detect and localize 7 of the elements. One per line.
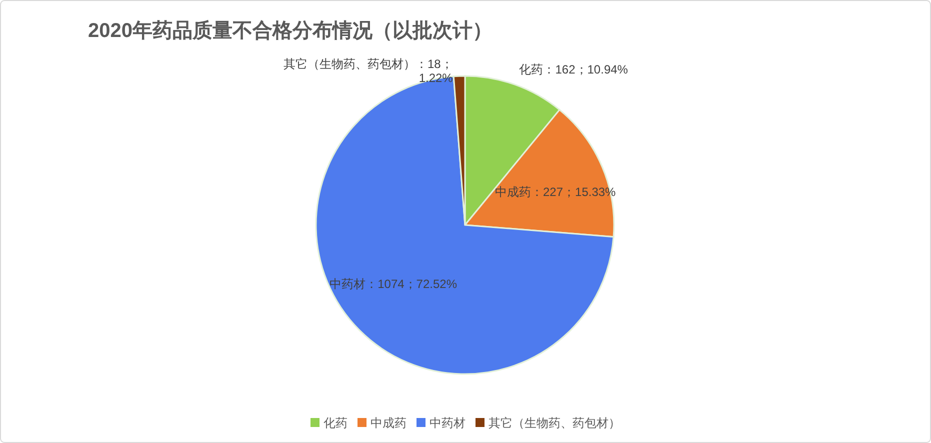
data-label: 中药材：1074；72.52%: [330, 277, 458, 292]
legend-label: 中成药: [370, 416, 406, 430]
chart-title: 2020年药品质量不合格分布情况（以批次计）: [88, 19, 492, 42]
legend-label: 其它（生物药、药包材）: [488, 416, 620, 430]
legend-label: 中药材: [430, 416, 466, 430]
data-label: 化药：162；10.94%: [519, 62, 628, 76]
legend-label: 化药: [324, 416, 348, 430]
